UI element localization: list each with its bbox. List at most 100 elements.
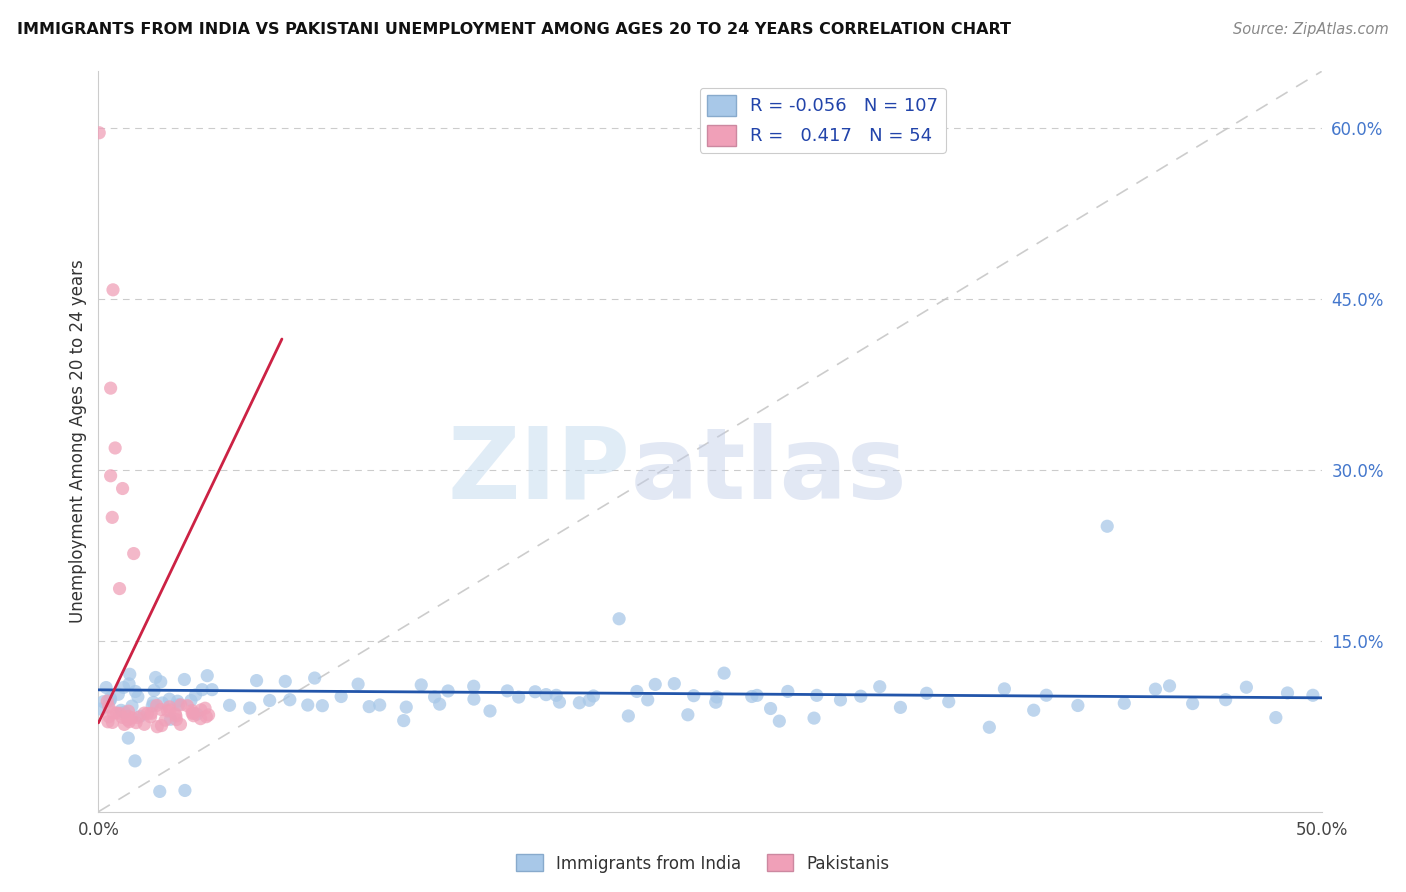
Point [143, 683, 166, 698]
Point [118, 714, 141, 729]
Point [101, 706, 124, 720]
Point [157, 692, 180, 706]
Point [297, 698, 319, 712]
Point [118, 677, 141, 691]
Point [768, 714, 790, 728]
Point [1022, 703, 1045, 717]
Point [110, 703, 132, 717]
Point [98, 710, 121, 724]
Legend: Immigrants from India, Pakistanis: Immigrants from India, Pakistanis [510, 847, 896, 880]
Point [201, 682, 224, 697]
Point [134, 706, 156, 720]
Point [141, 698, 163, 713]
Point [159, 699, 181, 714]
Point [1067, 698, 1090, 713]
Point [411, 678, 433, 692]
Point [1234, 680, 1257, 694]
Point [239, 701, 262, 715]
Point [101, 283, 124, 297]
Point [830, 693, 852, 707]
Point [568, 696, 591, 710]
Point [165, 713, 187, 727]
Point [183, 706, 205, 720]
Point [150, 696, 173, 710]
Point [745, 689, 768, 703]
Point [94, 681, 117, 695]
Point [368, 698, 391, 712]
Point [97, 699, 120, 714]
Point [186, 707, 208, 722]
Point [546, 689, 568, 703]
Point [111, 710, 134, 724]
Point [107, 687, 129, 701]
Point [1159, 679, 1181, 693]
Point [159, 712, 181, 726]
Point [184, 688, 207, 702]
Point [1035, 688, 1057, 702]
Point [392, 714, 415, 728]
Point [682, 689, 704, 703]
Point [146, 720, 169, 734]
Point [112, 681, 135, 695]
Point [195, 710, 218, 724]
Point [278, 692, 301, 706]
Point [114, 705, 136, 719]
Point [979, 720, 1001, 734]
Point [104, 441, 127, 455]
Point [97, 714, 120, 729]
Point [938, 695, 960, 709]
Point [176, 698, 198, 713]
Point [165, 706, 187, 721]
Point [118, 667, 141, 681]
Point [101, 715, 124, 730]
Point [1144, 682, 1167, 697]
Point [429, 697, 451, 711]
Point [869, 680, 891, 694]
Text: ZIP: ZIP [447, 423, 630, 520]
Point [100, 468, 122, 483]
Point [101, 510, 124, 524]
Point [170, 698, 193, 712]
Point [159, 703, 181, 717]
Point [190, 712, 212, 726]
Point [112, 717, 135, 731]
Point [90, 702, 112, 716]
Point [637, 693, 659, 707]
Point [578, 693, 600, 707]
Point [849, 689, 872, 703]
Point [122, 547, 145, 561]
Point [180, 693, 202, 707]
Point [245, 673, 267, 688]
Point [136, 706, 159, 721]
Point [524, 685, 547, 699]
Point [423, 690, 446, 704]
Point [108, 582, 131, 596]
Point [150, 718, 173, 732]
Point [195, 668, 218, 682]
Point [259, 693, 281, 707]
Point [117, 709, 139, 723]
Point [759, 701, 782, 715]
Legend: R = -0.056   N = 107, R =   0.417   N = 54: R = -0.056 N = 107, R = 0.417 N = 54 [700, 87, 946, 153]
Point [304, 671, 326, 685]
Point [534, 688, 557, 702]
Point [437, 684, 460, 698]
Point [96, 694, 118, 708]
Point [91, 695, 114, 709]
Point [1095, 519, 1118, 533]
Point [111, 482, 134, 496]
Point [142, 695, 165, 709]
Point [183, 708, 205, 723]
Point [359, 699, 381, 714]
Point [1277, 686, 1299, 700]
Point [169, 717, 191, 731]
Point [117, 731, 139, 745]
Point [676, 707, 699, 722]
Point [166, 694, 188, 708]
Point [463, 692, 485, 706]
Point [181, 706, 204, 721]
Point [167, 698, 190, 712]
Point [993, 681, 1015, 696]
Point [664, 676, 686, 690]
Point [181, 704, 204, 718]
